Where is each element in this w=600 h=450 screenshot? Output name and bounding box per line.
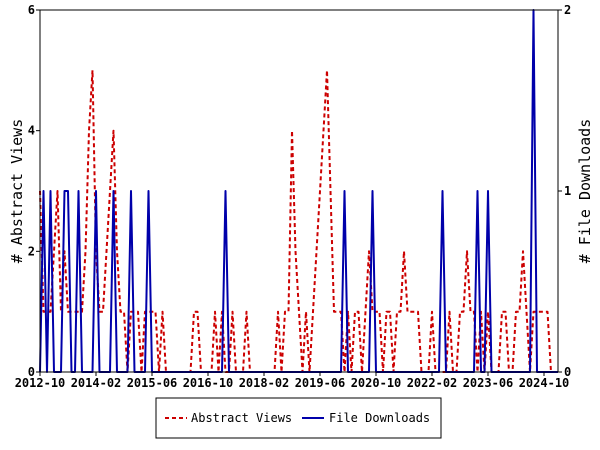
y-left-axis-title: # Abstract Views — [8, 119, 26, 264]
y-right-axis-title: # File Downloads — [576, 119, 594, 264]
y-right-tick-label: 0 — [564, 365, 571, 379]
plot-area — [39, 9, 558, 373]
tick-labels: 0 2 4 6 0 1 2 2012-10 2014-02 2015-06 2016-10 2018-… — [15, 3, 572, 390]
x-tick-label: 2019-06 — [295, 376, 346, 390]
x-tick-label: 2014-02 — [71, 376, 122, 390]
x-tick-label: 2022-02 — [407, 376, 458, 390]
y-left-tick-label: 0 — [28, 365, 35, 379]
x-tick-label: 2015-06 — [127, 376, 178, 390]
x-tick-label: 2024-10 — [519, 376, 570, 390]
axes — [36, 9, 562, 376]
legend: Abstract Views File Downloads — [155, 397, 442, 439]
y-left-tick-label: 6 — [28, 3, 35, 17]
x-tick-label: 2020-10 — [351, 376, 402, 390]
y-left-tick-label: 2 — [28, 244, 35, 258]
legend-label-abstract-views: Abstract Views — [191, 411, 292, 425]
x-tick-label: 2018-02 — [239, 376, 290, 390]
x-tick-label: 2023-06 — [463, 376, 514, 390]
x-tick-label: 2012-10 — [15, 376, 66, 390]
y-left-tick-label: 4 — [28, 124, 35, 138]
x-tick-label: 2016-10 — [183, 376, 234, 390]
legend-box — [155, 397, 442, 439]
y-right-tick-label: 2 — [564, 3, 571, 17]
y-right-tick-label: 1 — [564, 184, 571, 198]
legend-label-file-downloads: File Downloads — [329, 411, 430, 425]
